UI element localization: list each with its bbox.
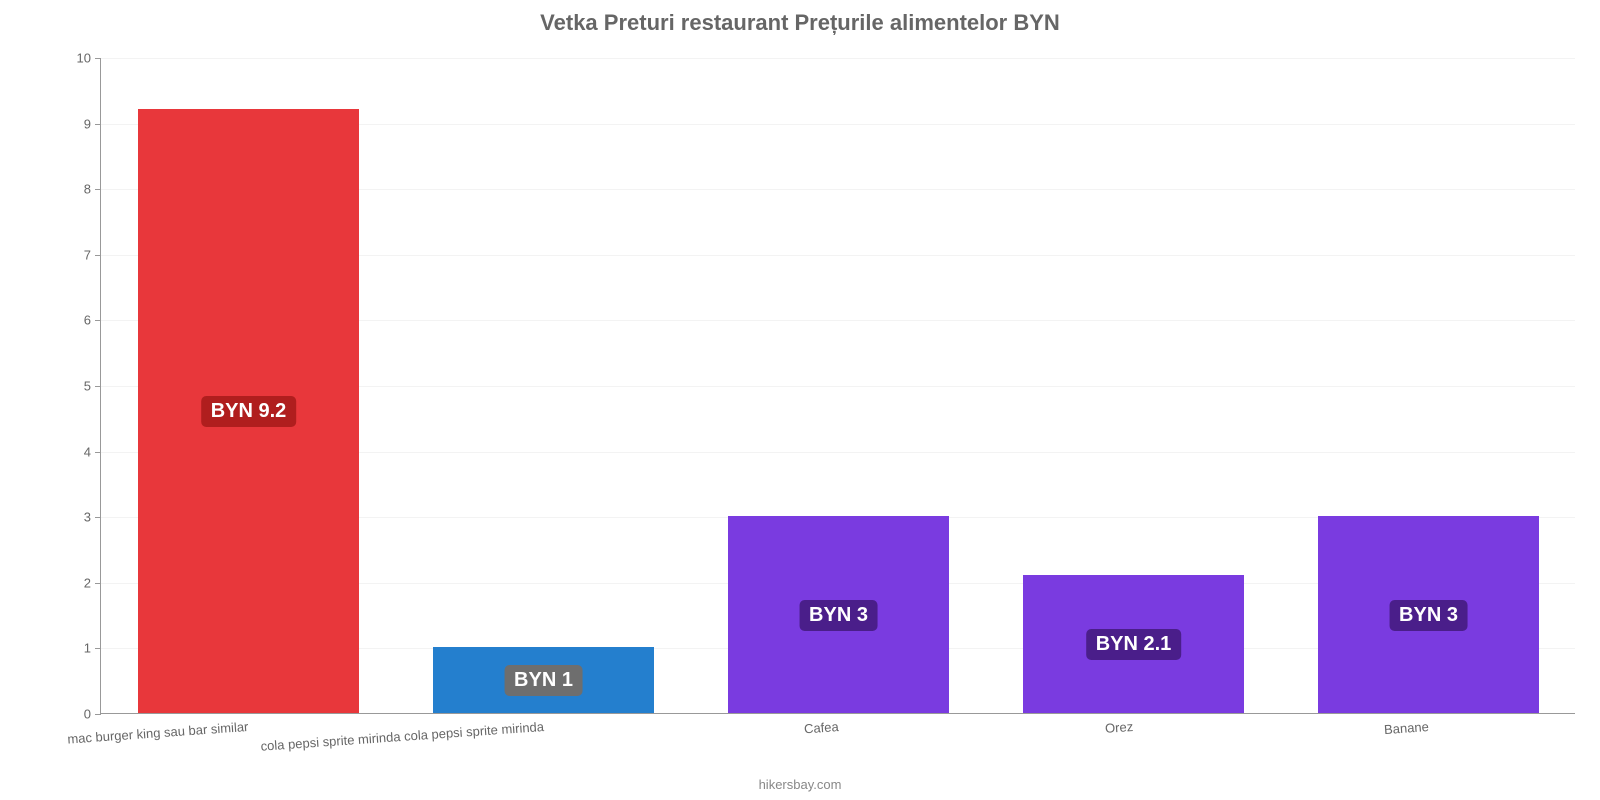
bar: BYN 3 — [728, 516, 949, 713]
chart-title: Vetka Preturi restaurant Prețurile alime… — [0, 0, 1600, 36]
bar-value-label: BYN 2.1 — [1086, 629, 1182, 660]
bar: BYN 2.1 — [1023, 575, 1244, 713]
bar-value-label: BYN 3 — [1389, 600, 1468, 631]
y-tick-label: 6 — [84, 313, 101, 328]
y-tick-label: 7 — [84, 247, 101, 262]
bar-value-label: BYN 1 — [504, 665, 583, 696]
chart-plot-area: 012345678910BYN 9.2mac burger king sau b… — [100, 58, 1575, 714]
y-tick-label: 10 — [77, 51, 101, 66]
x-tick-label: Orez — [1104, 713, 1134, 736]
x-tick-label: Banane — [1383, 713, 1429, 737]
y-tick-label: 4 — [84, 444, 101, 459]
y-tick-label: 0 — [84, 707, 101, 722]
grid-line — [101, 58, 1575, 59]
y-tick-label: 9 — [84, 116, 101, 131]
bar-value-label: BYN 3 — [799, 600, 878, 631]
bar: BYN 9.2 — [138, 109, 359, 713]
bar: BYN 3 — [1318, 516, 1539, 713]
y-tick-label: 5 — [84, 379, 101, 394]
y-tick-label: 2 — [84, 575, 101, 590]
x-tick-label: Cafea — [803, 713, 839, 736]
y-tick-label: 3 — [84, 510, 101, 525]
y-tick-label: 8 — [84, 182, 101, 197]
y-tick-label: 1 — [84, 641, 101, 656]
x-tick-label: cola pepsi sprite mirinda cola pepsi spr… — [259, 713, 544, 754]
bar-value-label: BYN 9.2 — [201, 396, 297, 427]
bar: BYN 1 — [433, 647, 654, 713]
chart-footer: hikersbay.com — [0, 777, 1600, 792]
